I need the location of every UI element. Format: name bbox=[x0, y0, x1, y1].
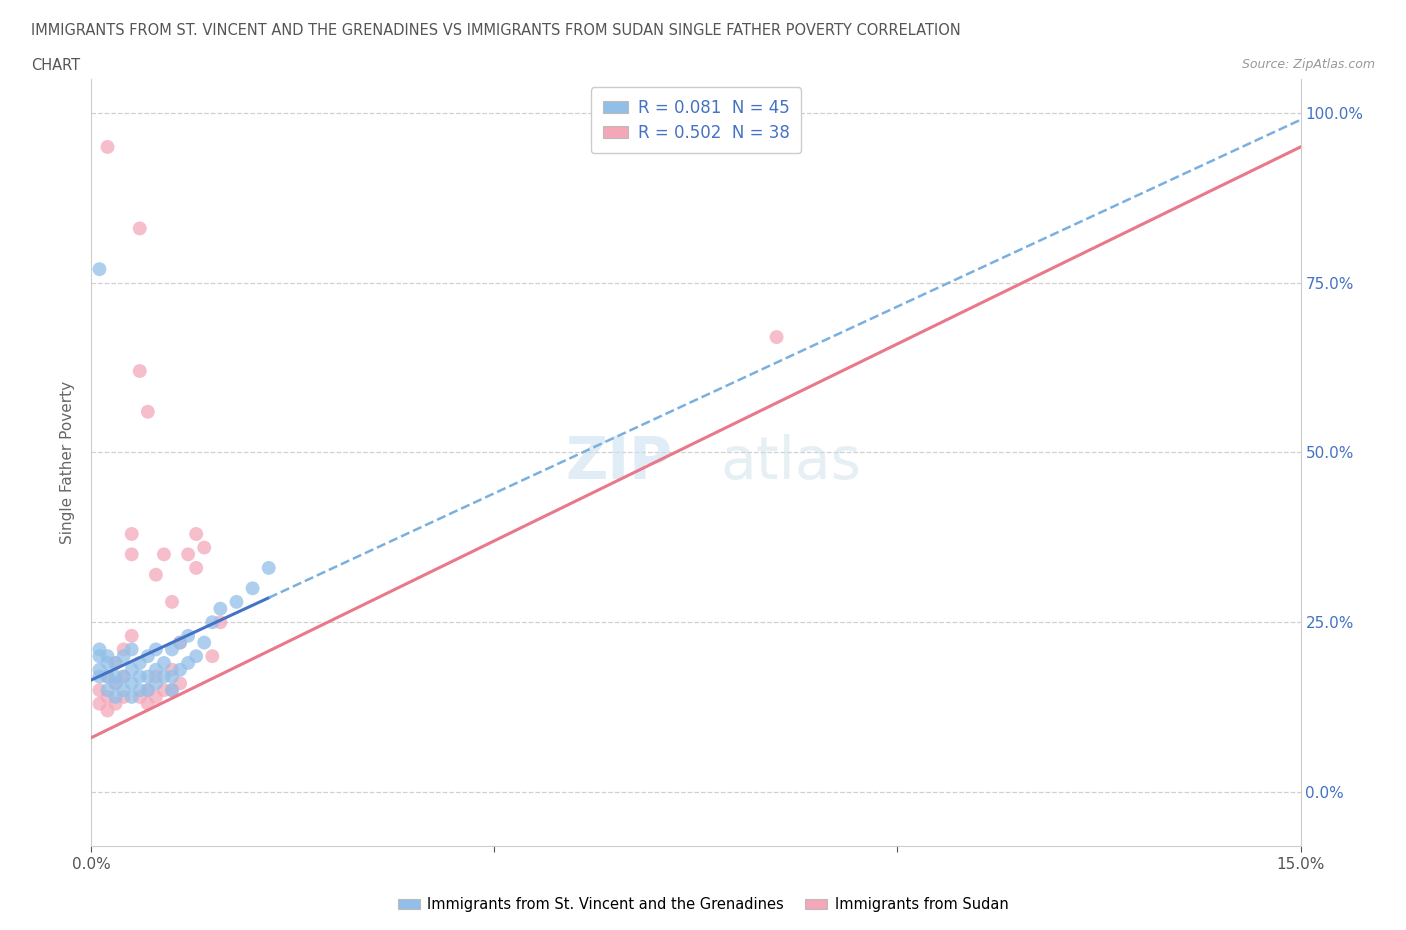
Point bbox=[121, 689, 143, 704]
Point bbox=[145, 662, 167, 677]
Point bbox=[89, 683, 111, 698]
Point bbox=[104, 656, 127, 671]
Point bbox=[96, 689, 118, 704]
Point bbox=[177, 629, 200, 644]
Text: IMMIGRANTS FROM ST. VINCENT AND THE GRENADINES VS IMMIGRANTS FROM SUDAN SINGLE F: IMMIGRANTS FROM ST. VINCENT AND THE GREN… bbox=[31, 23, 960, 38]
Point bbox=[177, 547, 200, 562]
Point bbox=[136, 649, 159, 664]
Point bbox=[169, 635, 191, 650]
Point bbox=[145, 676, 167, 691]
Point bbox=[128, 364, 150, 379]
Point bbox=[128, 683, 150, 698]
Point bbox=[160, 683, 183, 698]
Point bbox=[136, 683, 159, 698]
Point bbox=[160, 594, 183, 609]
Point bbox=[136, 669, 159, 684]
Point bbox=[121, 526, 143, 541]
Text: Source: ZipAtlas.com: Source: ZipAtlas.com bbox=[1241, 58, 1375, 71]
Text: ZIP: ZIP bbox=[565, 434, 672, 491]
Point bbox=[193, 635, 215, 650]
Point bbox=[121, 662, 143, 677]
Point bbox=[89, 697, 111, 711]
Point bbox=[121, 629, 143, 644]
Point bbox=[121, 547, 143, 562]
Legend: Immigrants from St. Vincent and the Grenadines, Immigrants from Sudan: Immigrants from St. Vincent and the Gren… bbox=[392, 891, 1014, 918]
Point bbox=[89, 669, 111, 684]
Point bbox=[169, 635, 191, 650]
Point bbox=[96, 656, 118, 671]
Point bbox=[128, 221, 150, 236]
Point bbox=[96, 669, 118, 684]
Point bbox=[145, 669, 167, 684]
Point bbox=[96, 703, 118, 718]
Point bbox=[209, 601, 232, 616]
Point bbox=[160, 662, 183, 677]
Point bbox=[225, 594, 247, 609]
Point bbox=[186, 649, 208, 664]
Point bbox=[242, 581, 264, 596]
Point bbox=[209, 615, 232, 630]
Point bbox=[96, 140, 118, 154]
Point bbox=[104, 656, 127, 671]
Point bbox=[121, 676, 143, 691]
Point bbox=[112, 669, 135, 684]
Point bbox=[112, 649, 135, 664]
Point bbox=[136, 697, 159, 711]
Point bbox=[186, 526, 208, 541]
Point bbox=[96, 683, 118, 698]
Point bbox=[193, 540, 215, 555]
Point bbox=[169, 662, 191, 677]
Point bbox=[112, 689, 135, 704]
Point bbox=[160, 683, 183, 698]
Point bbox=[112, 669, 135, 684]
Point bbox=[128, 689, 150, 704]
Point bbox=[153, 669, 176, 684]
Point bbox=[104, 676, 127, 691]
Point bbox=[112, 642, 135, 657]
Point bbox=[121, 642, 143, 657]
Point bbox=[104, 669, 127, 684]
Point bbox=[145, 567, 167, 582]
Legend: R = 0.081  N = 45, R = 0.502  N = 38: R = 0.081 N = 45, R = 0.502 N = 38 bbox=[591, 87, 801, 153]
Point bbox=[104, 689, 127, 704]
Point bbox=[112, 683, 135, 698]
Point bbox=[153, 547, 176, 562]
Point bbox=[177, 656, 200, 671]
Text: CHART: CHART bbox=[31, 58, 80, 73]
Point bbox=[89, 662, 111, 677]
Point bbox=[160, 669, 183, 684]
Y-axis label: Single Father Poverty: Single Father Poverty bbox=[60, 381, 76, 544]
Point bbox=[201, 649, 224, 664]
Point bbox=[145, 642, 167, 657]
Point bbox=[160, 642, 183, 657]
Point bbox=[153, 683, 176, 698]
Point bbox=[104, 676, 127, 691]
Point bbox=[169, 676, 191, 691]
Point bbox=[136, 405, 159, 419]
Point bbox=[128, 669, 150, 684]
Point bbox=[153, 656, 176, 671]
Point bbox=[186, 561, 208, 576]
Point bbox=[89, 261, 111, 276]
Point bbox=[201, 615, 224, 630]
Point bbox=[96, 649, 118, 664]
Point bbox=[104, 697, 127, 711]
Point bbox=[765, 329, 787, 344]
Point bbox=[145, 689, 167, 704]
Point bbox=[136, 683, 159, 698]
Point bbox=[257, 561, 280, 576]
Text: atlas: atlas bbox=[720, 434, 860, 491]
Point bbox=[89, 642, 111, 657]
Point bbox=[128, 656, 150, 671]
Point bbox=[89, 649, 111, 664]
Point bbox=[96, 669, 118, 684]
